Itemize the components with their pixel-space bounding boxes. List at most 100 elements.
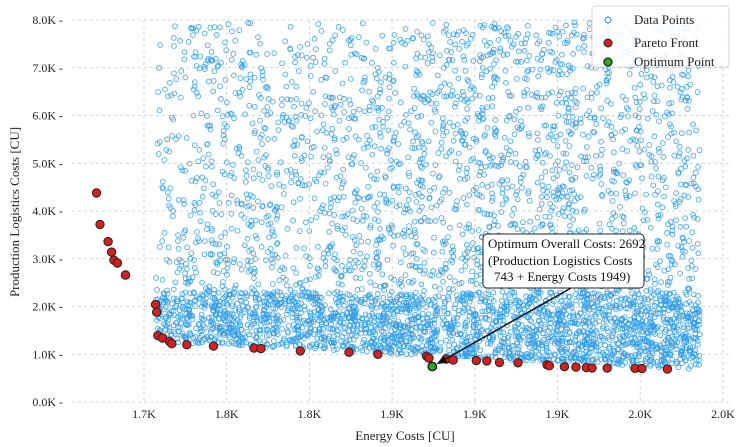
data-point	[516, 106, 523, 112]
data-point	[433, 100, 440, 107]
data-point	[224, 271, 230, 278]
data-point	[404, 300, 410, 307]
data-point	[679, 71, 685, 78]
data-point	[238, 201, 245, 208]
data-point	[156, 244, 163, 250]
data-point	[336, 294, 343, 301]
data-point	[156, 107, 163, 114]
data-point	[375, 313, 382, 319]
data-point	[441, 304, 447, 311]
data-point	[516, 343, 522, 350]
data-point	[390, 299, 397, 305]
data-point	[693, 183, 699, 190]
data-point	[171, 70, 177, 77]
data-point	[322, 302, 328, 308]
data-point	[674, 83, 681, 90]
data-point	[237, 261, 243, 267]
data-point	[385, 337, 391, 344]
data-point	[339, 213, 345, 220]
data-point	[201, 30, 208, 37]
data-point	[694, 305, 700, 312]
data-point	[306, 321, 313, 327]
data-point	[563, 100, 570, 106]
data-point	[461, 297, 468, 304]
data-point	[517, 299, 524, 306]
data-point	[279, 325, 285, 332]
data-point	[199, 292, 206, 299]
data-point	[651, 92, 658, 99]
data-point	[400, 343, 407, 350]
data-point	[341, 109, 347, 115]
data-point	[196, 322, 203, 328]
data-point	[580, 351, 587, 358]
data-point	[299, 133, 305, 140]
data-point	[499, 201, 506, 208]
data-point	[669, 110, 676, 117]
data-point	[580, 158, 587, 165]
data-point	[580, 328, 586, 335]
data-point	[223, 300, 230, 307]
data-point	[513, 76, 520, 82]
data-point	[334, 223, 341, 229]
data-point	[524, 302, 531, 309]
data-point	[303, 332, 310, 338]
data-point	[665, 134, 671, 140]
data-point	[164, 290, 171, 297]
data-point	[175, 246, 182, 252]
data-point	[376, 264, 382, 271]
data-point	[600, 115, 606, 122]
data-point	[635, 344, 641, 351]
data-point	[436, 347, 443, 354]
data-point	[252, 297, 259, 303]
data-point	[200, 155, 207, 161]
data-point	[662, 184, 669, 191]
data-point	[256, 171, 263, 178]
data-point	[670, 79, 677, 85]
data-point	[409, 293, 416, 300]
data-point	[475, 159, 482, 166]
data-point	[489, 103, 496, 110]
data-point	[686, 347, 693, 354]
data-point	[333, 327, 340, 334]
data-point	[220, 140, 227, 147]
data-point	[505, 32, 512, 39]
data-point	[296, 228, 303, 234]
data-point	[237, 322, 244, 329]
data-point	[569, 114, 576, 120]
data-point	[431, 234, 437, 241]
data-point	[564, 325, 570, 332]
data-point	[652, 191, 658, 198]
data-point	[204, 221, 211, 228]
data-point	[311, 195, 318, 202]
data-point	[664, 230, 670, 236]
data-point	[356, 106, 362, 113]
data-point	[484, 184, 491, 190]
data-point	[687, 344, 694, 351]
data-point	[319, 127, 326, 133]
data-point	[424, 217, 431, 224]
data-point	[568, 89, 575, 96]
data-point	[534, 179, 541, 186]
data-point	[502, 32, 509, 39]
data-point	[393, 203, 400, 210]
data-point	[388, 350, 395, 357]
data-point	[354, 287, 361, 293]
data-point	[402, 272, 409, 278]
data-point	[276, 181, 283, 188]
data-point	[162, 304, 169, 311]
data-point	[228, 170, 235, 176]
data-point	[311, 36, 318, 42]
data-point	[278, 341, 284, 347]
data-point	[690, 174, 697, 181]
data-point	[181, 49, 188, 56]
data-point	[307, 312, 314, 319]
data-point	[218, 211, 225, 217]
data-point	[448, 49, 454, 55]
data-point	[653, 342, 659, 348]
annotation-line-2: (Production Logistics Costs	[488, 253, 632, 268]
data-point	[632, 351, 639, 358]
data-point	[159, 238, 166, 244]
data-point	[559, 190, 566, 197]
data-point	[391, 305, 397, 312]
data-point	[293, 117, 300, 124]
